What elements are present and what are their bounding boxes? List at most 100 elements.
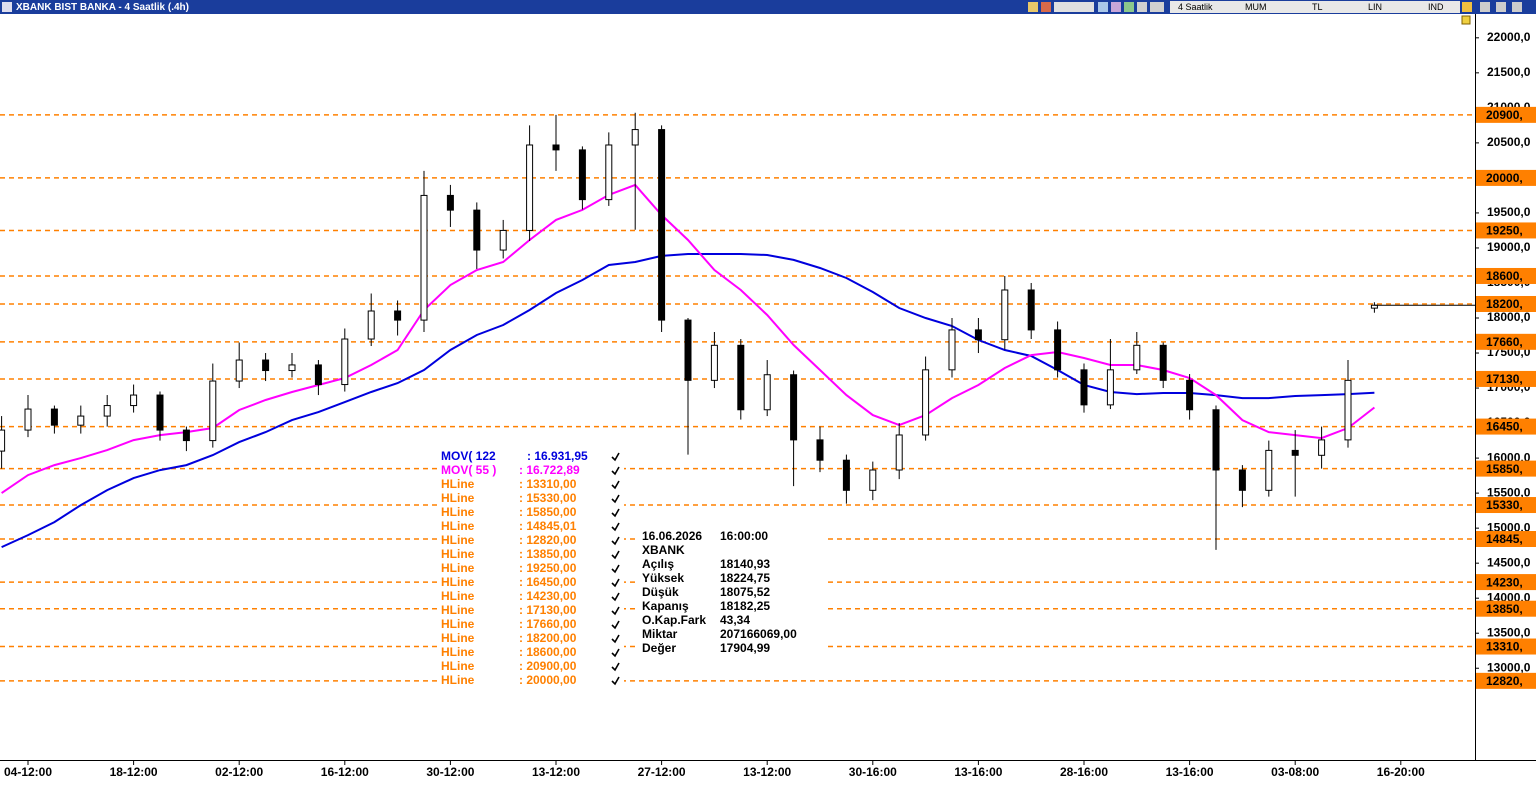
x-tick-label: 13-12:00 xyxy=(743,765,791,779)
check-icon xyxy=(611,578,620,588)
candle-body xyxy=(1265,449,1273,491)
x-tick-label: 16-20:00 xyxy=(1377,765,1425,779)
candle-body xyxy=(922,369,930,436)
info-date: 16.06.2026 xyxy=(642,529,702,543)
toolbar-item[interactable]: MUM xyxy=(1245,2,1267,12)
candle-body xyxy=(737,344,745,411)
candle-body xyxy=(578,149,586,201)
check-icon xyxy=(611,480,620,490)
candle-body xyxy=(1318,439,1326,456)
info-label: Düşük xyxy=(642,585,679,599)
candle-body xyxy=(0,429,6,452)
hline-price-label: 16450, xyxy=(1486,420,1523,434)
candle-body xyxy=(499,229,507,251)
info-background xyxy=(638,528,826,660)
candle-body xyxy=(420,194,428,321)
hline-price-box xyxy=(1476,222,1536,239)
minimize-button[interactable] xyxy=(1480,2,1490,12)
check-icon xyxy=(611,536,620,546)
legend-value: : 16450,00 xyxy=(519,575,577,589)
check-icon xyxy=(611,606,620,616)
candle-body xyxy=(182,429,190,442)
hline-price-label: 17130, xyxy=(1486,372,1523,386)
hline-price-label: 20000, xyxy=(1486,171,1523,185)
hline-price-label: 18200, xyxy=(1486,297,1523,311)
candle-body xyxy=(235,359,243,382)
check-icon xyxy=(611,648,620,658)
candle-body xyxy=(605,144,613,201)
tool-icon[interactable] xyxy=(1124,2,1134,12)
hline-price-label: 14230, xyxy=(1486,575,1523,589)
check-icon xyxy=(611,620,620,630)
hline-price-box xyxy=(1476,169,1536,186)
legend-name: HLine xyxy=(441,589,475,603)
toolbar-item[interactable]: LIN xyxy=(1368,2,1382,12)
x-tick-label: 16-12:00 xyxy=(321,765,369,779)
x-tick-label: 03-08:00 xyxy=(1271,765,1319,779)
tool-icon[interactable] xyxy=(1028,2,1038,12)
legend-name: HLine xyxy=(441,533,475,547)
candle-body xyxy=(77,415,85,426)
check-icon xyxy=(611,592,620,602)
y-tick-label: 20500,0 xyxy=(1487,135,1531,149)
legend-name: HLine xyxy=(441,477,475,491)
hline-price-box xyxy=(1476,497,1536,514)
toolbar-item[interactable]: IND xyxy=(1428,2,1444,12)
window-title: XBANK BIST BANKA - 4 Saatlik (.4h) xyxy=(16,2,189,13)
toolbar-item[interactable]: TL xyxy=(1312,2,1323,12)
legend-name: MOV( 55 ) xyxy=(441,463,496,477)
candle-body xyxy=(631,129,639,146)
candle-body xyxy=(1291,449,1299,456)
y-tick-label: 19500,0 xyxy=(1487,205,1531,219)
check-icon xyxy=(611,662,620,672)
candle-body xyxy=(869,469,877,491)
candle-body xyxy=(1344,379,1352,441)
info-value: 18140,93 xyxy=(720,557,770,571)
tool-icon[interactable] xyxy=(1041,2,1051,12)
close-button[interactable] xyxy=(1512,2,1522,12)
legend-value: : 17660,00 xyxy=(519,617,577,631)
moving-average-line xyxy=(1,183,1376,494)
y-tick-label: 21500,0 xyxy=(1487,65,1531,79)
tool-icon[interactable] xyxy=(1462,2,1472,12)
legend-name: HLine xyxy=(441,603,475,617)
hline-price-box xyxy=(1476,600,1536,617)
legend-name: HLine xyxy=(441,575,475,589)
hline-price-box xyxy=(1476,267,1536,284)
candle-body xyxy=(50,408,58,426)
info-label: Açılış xyxy=(642,557,674,571)
tool-icon[interactable] xyxy=(1054,2,1094,12)
legend-value: : 17130,00 xyxy=(519,603,577,617)
tool-icon[interactable] xyxy=(1137,2,1147,12)
y-tick-label: 15000,0 xyxy=(1487,520,1531,534)
info-label: Değer xyxy=(642,641,676,655)
tool-icon[interactable] xyxy=(1111,2,1121,12)
tool-icon[interactable] xyxy=(1098,2,1108,12)
tool-icon[interactable] xyxy=(1150,2,1164,12)
x-tick-label: 13-16:00 xyxy=(1166,765,1214,779)
legend-name: HLine xyxy=(441,659,475,673)
hline-price-box xyxy=(1476,106,1536,123)
hline-price-box xyxy=(1476,295,1536,312)
x-tick-label: 30-16:00 xyxy=(849,765,897,779)
candle-body xyxy=(473,209,481,251)
x-tick-label: 13-12:00 xyxy=(532,765,580,779)
legend-name: HLine xyxy=(441,561,475,575)
window-icon xyxy=(2,2,12,12)
hline-price-label: 13850, xyxy=(1486,602,1523,616)
x-tick-label: 04-12:00 xyxy=(4,765,52,779)
legend-name: HLine xyxy=(441,673,475,687)
check-icon xyxy=(611,634,620,644)
legend-name: MOV( 122 xyxy=(441,449,496,463)
legend-name: HLine xyxy=(441,631,475,645)
candle-body xyxy=(895,434,903,471)
toolbar-item[interactable]: 4 Saatlik xyxy=(1178,2,1213,12)
candle-body xyxy=(552,144,560,151)
legend-value: : 15850,00 xyxy=(519,505,577,519)
candle-body xyxy=(842,459,850,491)
hline-price-box xyxy=(1476,574,1536,591)
candle-body xyxy=(367,310,375,340)
moving-average-line xyxy=(1,253,1375,549)
maximize-button[interactable] xyxy=(1496,2,1506,12)
check-icon xyxy=(611,508,620,518)
